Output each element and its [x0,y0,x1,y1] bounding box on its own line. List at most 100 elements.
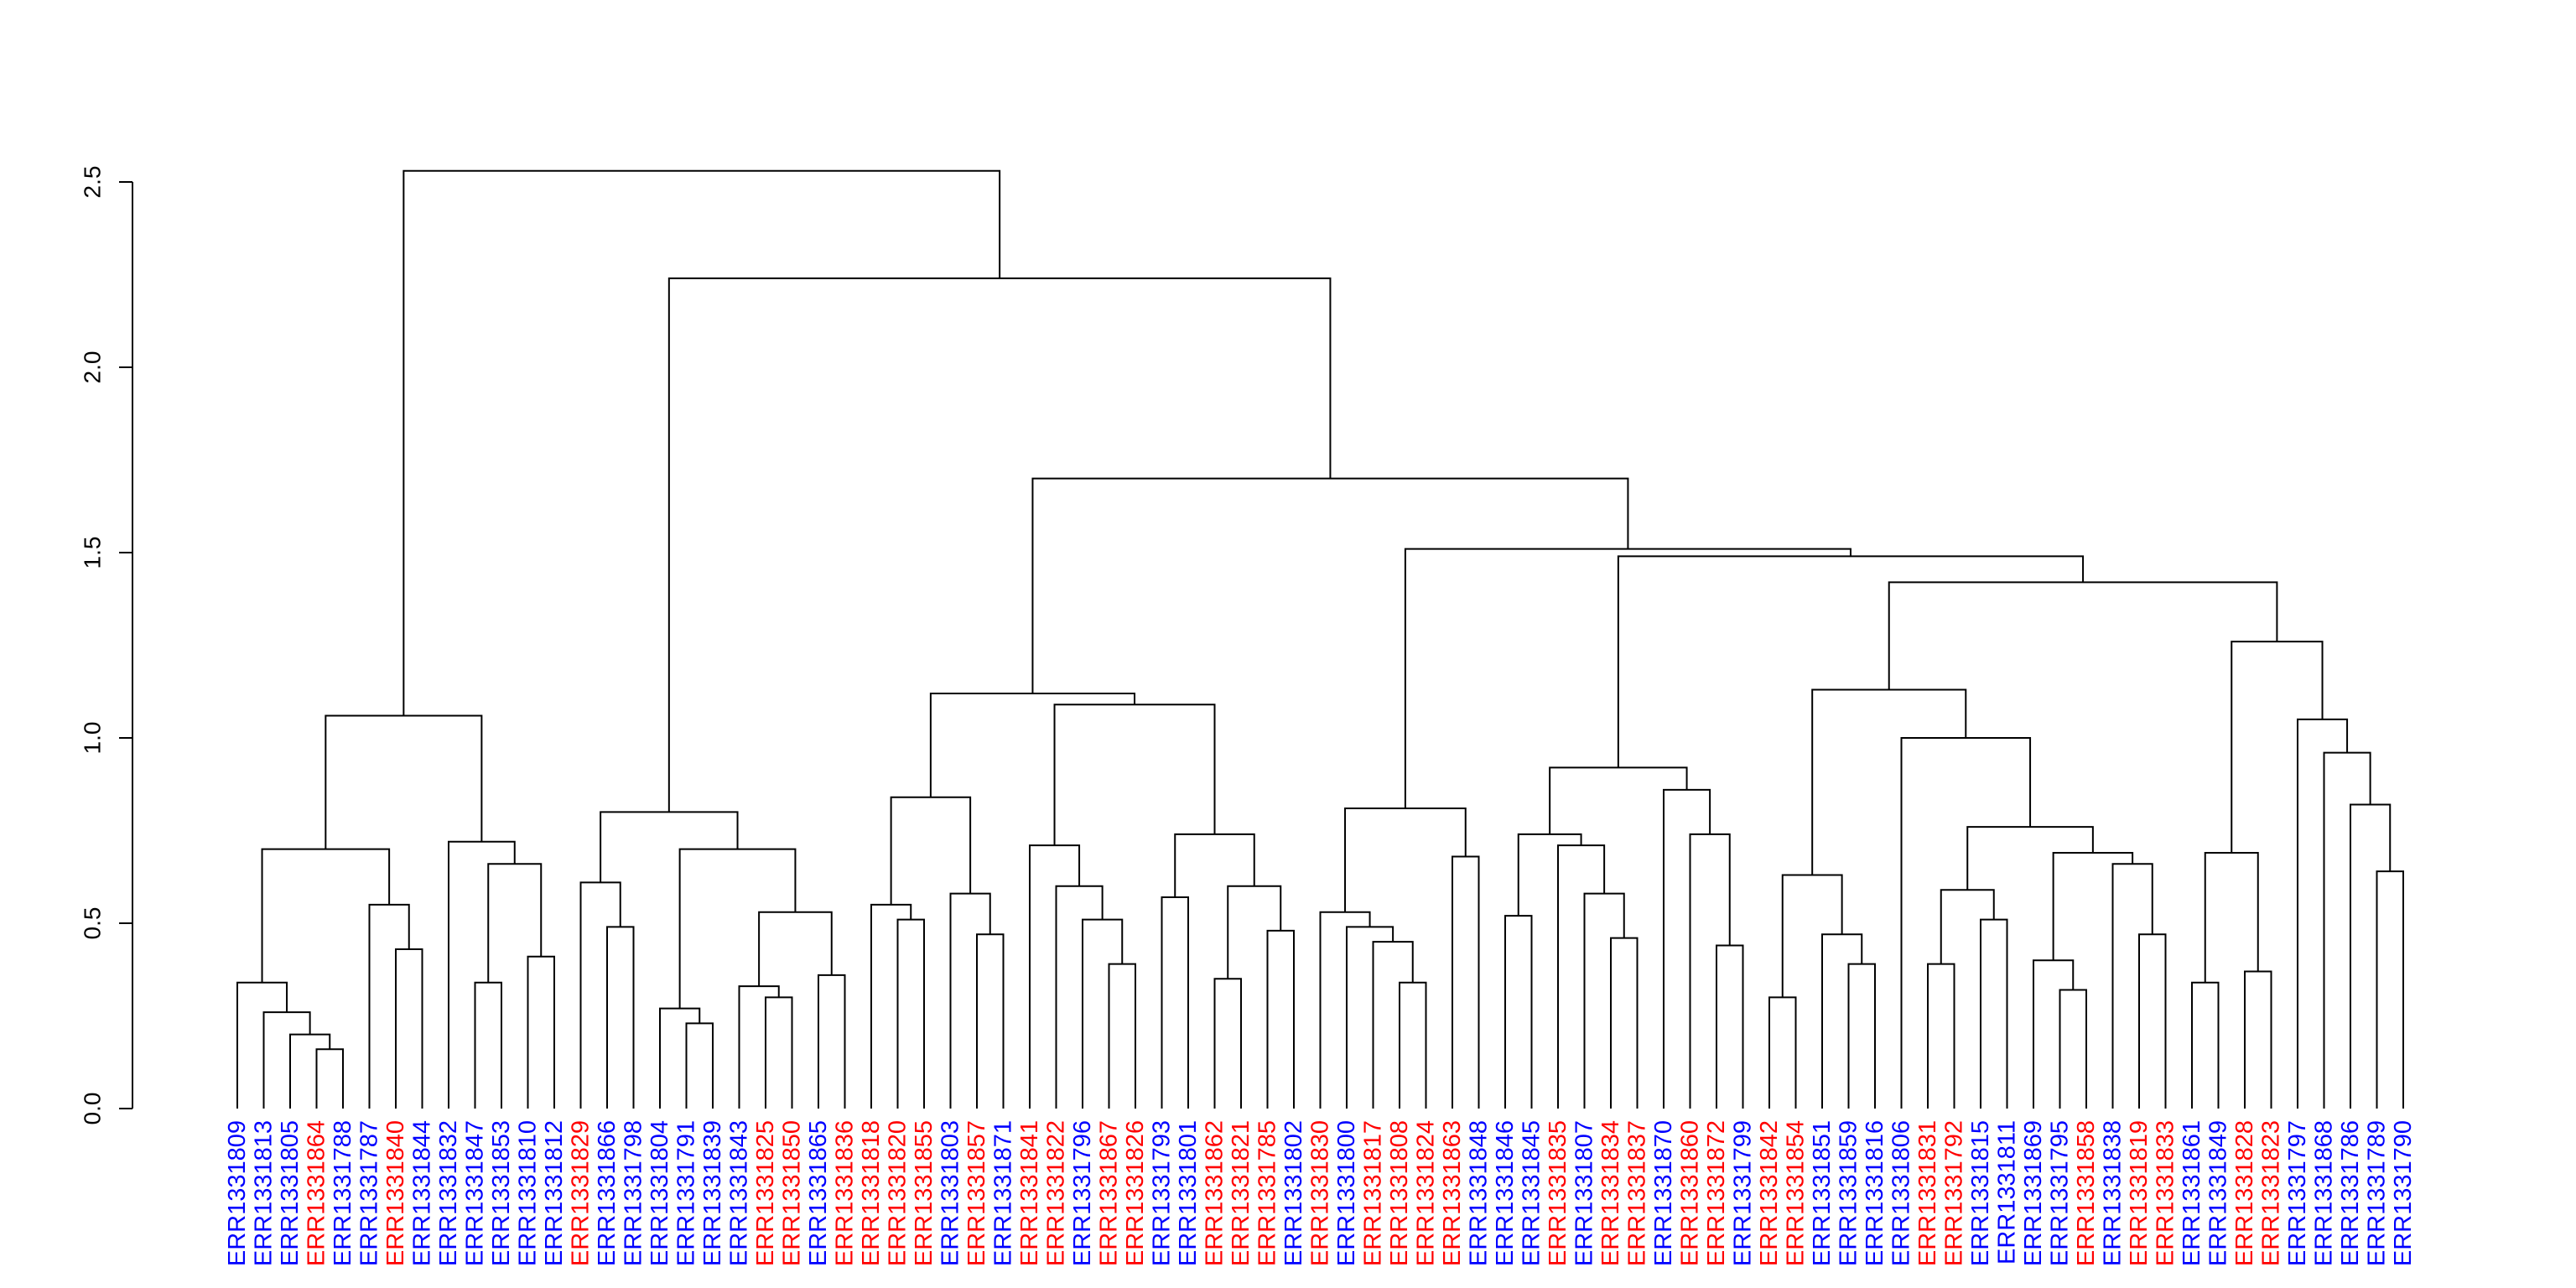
leaf-label: ERR1331830 [1307,1120,1334,1266]
leaf-label: ERR1331811 [1994,1120,2021,1265]
merge-link [1927,963,1955,1109]
merge-link [1213,978,1242,1109]
merge-link [2033,959,2075,1109]
merge-link [2191,981,2220,1109]
y-tick-label: 1.0 [80,722,106,755]
leaf-label: ERR1331833 [2153,1120,2179,1266]
leaf-labels: ERR1331809 ERR1331813 ERR1331805 ERR1331864… [224,1120,2417,1266]
merge-link [236,981,288,1109]
merge-link [1344,807,1467,912]
leaf-label: ERR1331836 [832,1120,859,1266]
leaf-label: ERR1331816 [1862,1120,1888,1266]
merge-link [395,948,423,1109]
leaf-label: ERR1331854 [1783,1120,1810,1266]
leaf-label: ERR1331807 [1571,1120,1598,1266]
merge-link [1266,929,1295,1109]
merge-link [929,692,1136,797]
merge-link [2323,751,2371,1109]
merge-link [1031,477,1629,693]
merge-link [1689,833,1731,1109]
leaf-label: ERR1331869 [2020,1120,2047,1266]
merge-link [1549,766,1688,834]
leaf-label: ERR1331797 [2284,1120,2311,1266]
leaf-label: ERR1331847 [462,1120,489,1266]
leaf-label: ERR1331838 [2100,1120,2127,1266]
merge-link [678,848,797,1009]
leaf-label: ERR1331825 [752,1120,779,1266]
leaf-label: ERR1331828 [2231,1120,2258,1266]
merge-link [1847,963,1876,1109]
merge-link [1716,944,1744,1109]
leaf-label: ERR1331872 [1703,1120,1730,1266]
merge-link [1404,548,1852,808]
merge-link [1583,892,1625,1109]
merge-link [1781,874,1843,998]
merge-link [870,903,912,1109]
merge-link [487,863,543,983]
merge-link [579,881,621,1109]
merge-link [1821,933,1863,1109]
leaf-label: ERR1331787 [356,1120,383,1266]
merge-link [527,955,555,1109]
leaf-label: ERR1331864 [304,1120,330,1266]
merge-link [1900,737,2032,1109]
leaf-label: ERR1331850 [779,1120,806,1266]
merge-link [2350,803,2392,1109]
leaf-label: ERR1331815 [1967,1120,1994,1266]
merge-link [1517,833,1582,917]
y-tick-label: 1.5 [80,537,106,569]
merge-link [2111,863,2153,1109]
merge-link [1372,941,1414,1109]
leaf-label: ERR1331790 [2390,1120,2417,1266]
merge-link [1452,855,1480,1109]
leaf-label: ERR1331796 [1069,1120,1096,1266]
merge-link [1108,963,1136,1109]
leaf-label: ERR1331789 [2364,1120,2391,1266]
merge-link [368,903,410,1109]
y-tick-label: 0.0 [80,1093,106,1125]
leaf-label: ERR1331792 [1941,1120,1968,1266]
y-tick-label: 2.0 [80,351,106,384]
leaf-label: ERR1331798 [621,1120,647,1266]
leaf-label: ERR1331804 [647,1120,673,1266]
leaf-label: ERR1331820 [885,1120,911,1266]
leaf-label: ERR1331805 [277,1120,304,1266]
merge-link [315,1048,344,1109]
merge-link [1980,918,2008,1109]
merge-link [1399,981,1427,1109]
leaf-label: ERR1331866 [594,1120,621,1266]
leaf-label: ERR1331860 [1677,1120,1704,1266]
merge-link [685,1022,714,1109]
leaf-label: ERR1331791 [673,1120,700,1266]
merge-link [2052,852,2134,961]
leaf-label: ERR1331817 [1360,1120,1387,1266]
leaf-label: ERR1331841 [1016,1120,1043,1266]
leaf-label: ERR1331788 [330,1120,356,1266]
leaf-label: ERR1331867 [1096,1120,1123,1266]
leaf-label: ERR1331812 [541,1120,568,1266]
merge-link [2231,641,2324,854]
leaf-label: ERR1331846 [1492,1120,1519,1266]
leaf-label: ERR1331818 [858,1120,885,1266]
merge-link [976,933,1005,1109]
merge-link [1610,937,1639,1109]
leaf-label: ERR1331835 [1545,1120,1571,1266]
leaf-label: ERR1331870 [1650,1120,1677,1266]
merge-link [1940,889,1995,964]
merge-link [1319,911,1371,1109]
merge-link [765,996,793,1109]
merge-link [2059,989,2087,1109]
merge-link [2244,970,2272,1109]
merge-link [474,981,502,1109]
merge-link [1227,885,1282,979]
merge-link [1346,926,1394,1109]
merge-link [1174,833,1255,898]
merge-link [1161,896,1189,1109]
leaf-label: ERR1331840 [382,1120,409,1266]
y-axis: 0.0 0.5 1.0 1.5 2.0 2.5 [80,166,133,1125]
leaf-label: ERR1331799 [1730,1120,1757,1266]
leaf-label: ERR1331810 [515,1120,542,1266]
merge-link [600,811,739,883]
merge-link [325,714,483,849]
